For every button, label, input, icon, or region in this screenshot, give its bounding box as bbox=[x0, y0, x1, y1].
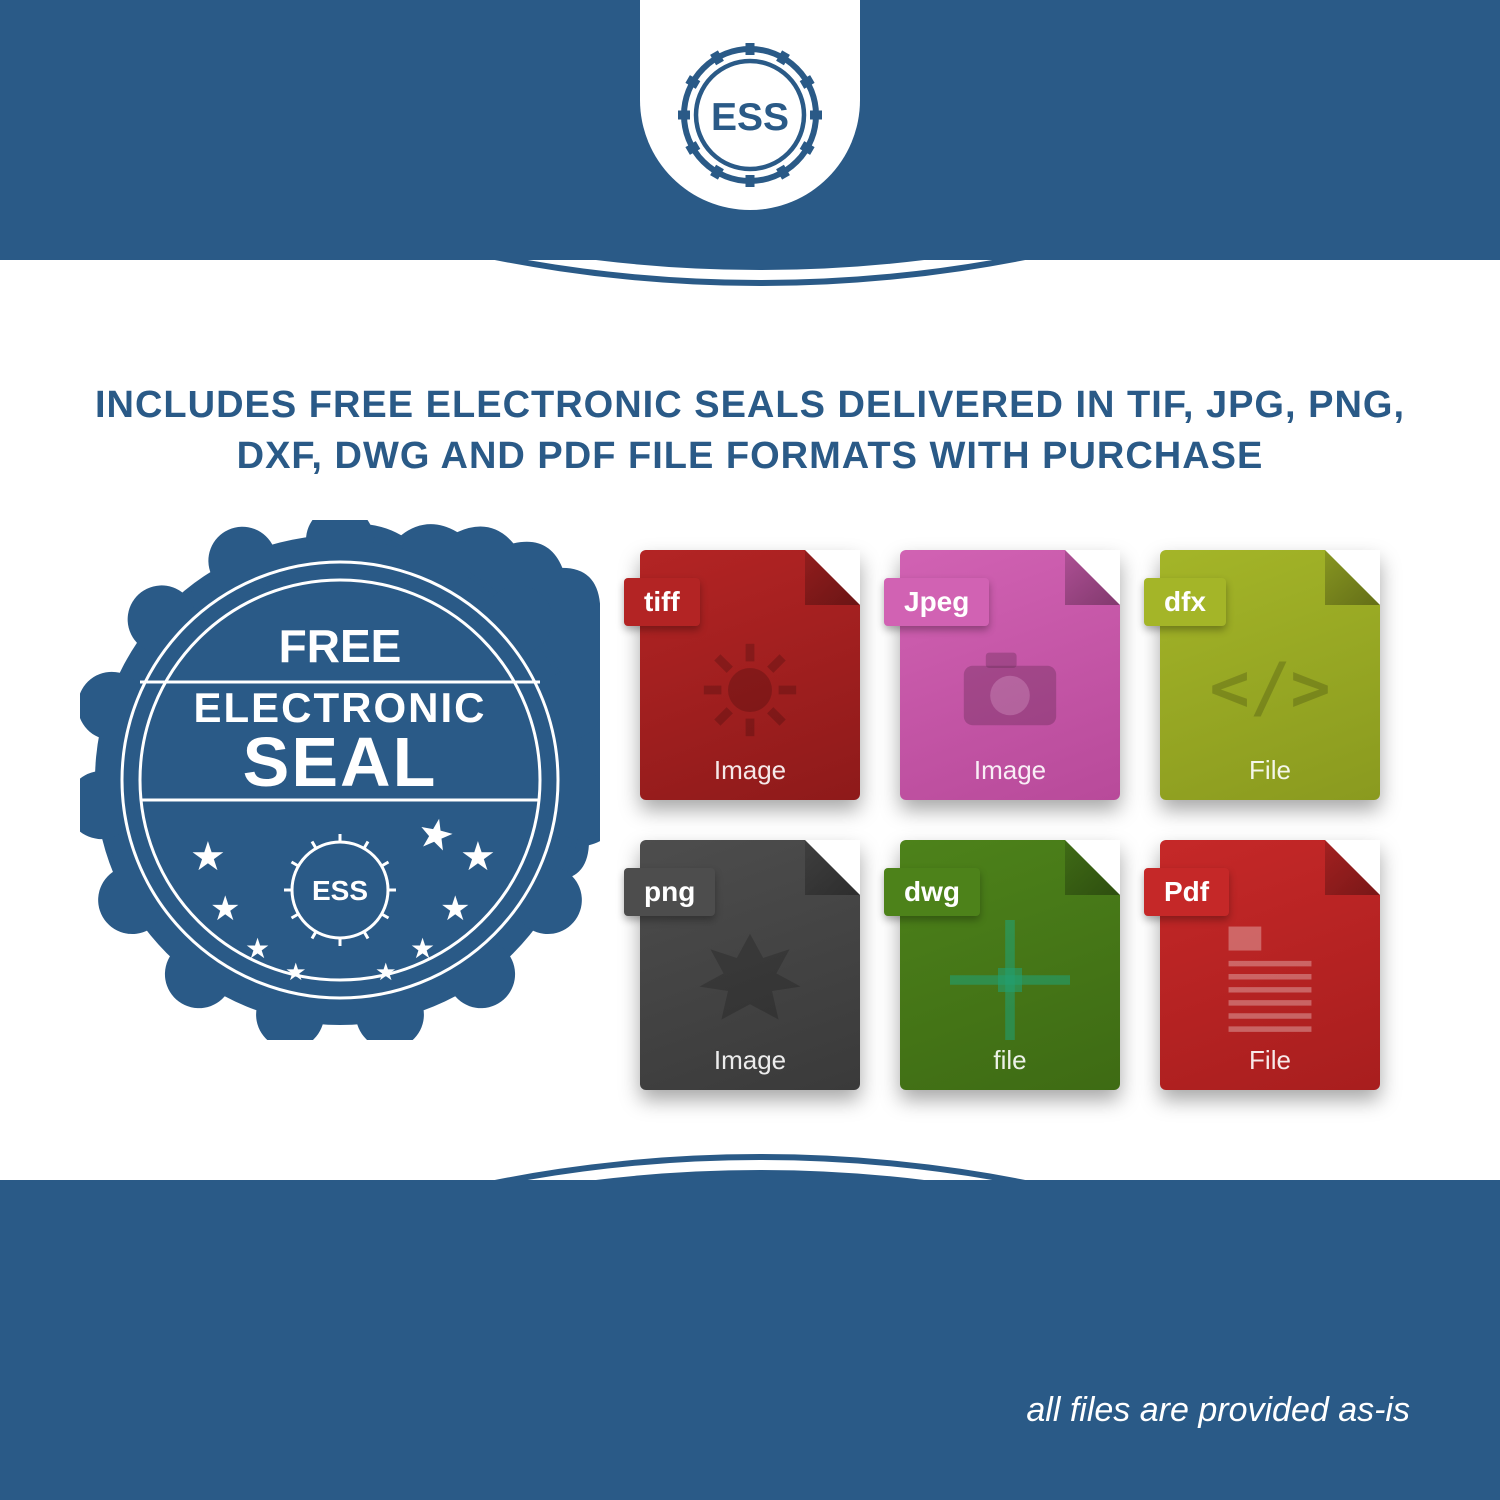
svg-text:ESS: ESS bbox=[312, 875, 368, 906]
file-glyph-icon: </> bbox=[1210, 640, 1330, 740]
file-icon-pdf: PdfFile bbox=[1160, 840, 1380, 1090]
svg-text:★: ★ bbox=[245, 933, 270, 964]
file-icon-png: pngImage bbox=[640, 840, 860, 1090]
file-format-label: Jpeg bbox=[884, 578, 989, 626]
file-format-label: tiff bbox=[624, 578, 700, 626]
file-type-label: file bbox=[900, 1045, 1120, 1076]
file-type-label: File bbox=[1160, 1045, 1380, 1076]
svg-text:★: ★ bbox=[410, 933, 435, 964]
file-icon-jpeg: JpegImage bbox=[900, 550, 1120, 800]
svg-text:★: ★ bbox=[210, 890, 240, 928]
content-band: INCLUDES FREE ELECTRONIC SEALS DELIVERED… bbox=[0, 260, 1500, 1180]
svg-text:★: ★ bbox=[375, 959, 397, 986]
file-glyph-icon bbox=[950, 640, 1070, 740]
file-format-label: png bbox=[624, 868, 715, 916]
svg-text:★: ★ bbox=[190, 835, 226, 879]
headline-text: INCLUDES FREE ELECTRONIC SEALS DELIVERED… bbox=[60, 380, 1440, 483]
top-arc-decoration bbox=[0, 260, 1500, 350]
svg-text:SEAL: SEAL bbox=[243, 723, 438, 801]
svg-text:ESS: ESS bbox=[711, 96, 789, 139]
free-electronic-seal-badge: FREE ELECTRONIC SEAL ★ ★ ★ ★ ★ ★ bbox=[80, 520, 600, 1040]
svg-text:★: ★ bbox=[440, 890, 470, 928]
svg-text:★: ★ bbox=[285, 959, 307, 986]
file-type-label: Image bbox=[900, 755, 1120, 786]
file-glyph-icon bbox=[690, 640, 810, 740]
infographic-canvas: ESS INCLUDES FREE ELECTRONIC SEALS DELIV… bbox=[0, 0, 1500, 1500]
file-type-label: Image bbox=[640, 1045, 860, 1076]
svg-text:</>: </> bbox=[1210, 648, 1330, 726]
brand-logo-badge: ESS bbox=[640, 0, 860, 210]
file-type-label: Image bbox=[640, 755, 860, 786]
file-icon-dfx: dfx</>File bbox=[1160, 550, 1380, 800]
file-format-label: dfx bbox=[1144, 578, 1226, 626]
svg-text:★: ★ bbox=[460, 835, 496, 879]
file-format-label: dwg bbox=[884, 868, 980, 916]
file-glyph-icon bbox=[1210, 930, 1330, 1030]
file-type-label: File bbox=[1160, 755, 1380, 786]
file-glyph-icon bbox=[950, 930, 1070, 1030]
svg-text:FREE: FREE bbox=[279, 620, 402, 672]
file-icon-dwg: dwgfile bbox=[900, 840, 1120, 1090]
bottom-arc-decoration bbox=[0, 1090, 1500, 1180]
file-format-label: Pdf bbox=[1144, 868, 1229, 916]
gear-logo-icon: ESS bbox=[675, 40, 825, 190]
file-format-grid: tiffImageJpegImagedfx</>FilepngImagedwgf… bbox=[640, 550, 1395, 1100]
file-icon-tiff: tiffImage bbox=[640, 550, 860, 800]
footer-disclaimer: all files are provided as-is bbox=[1026, 1391, 1410, 1430]
file-glyph-icon bbox=[690, 930, 810, 1030]
